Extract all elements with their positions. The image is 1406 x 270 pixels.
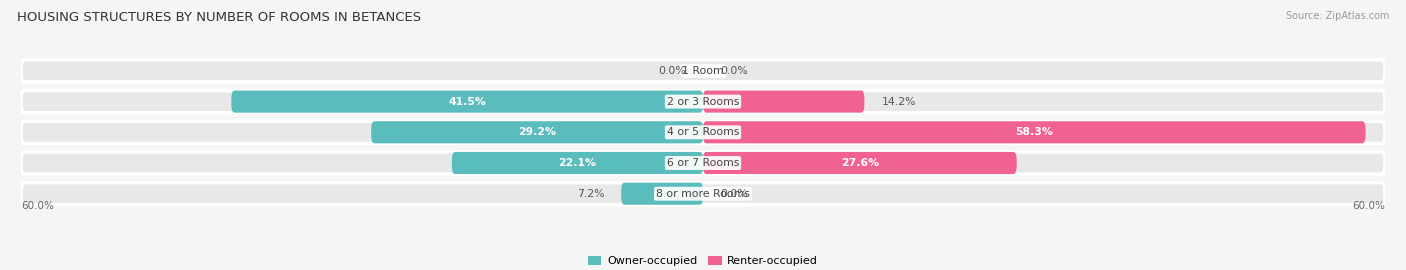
Text: 2 or 3 Rooms: 2 or 3 Rooms xyxy=(666,97,740,107)
FancyBboxPatch shape xyxy=(703,152,1017,174)
FancyBboxPatch shape xyxy=(21,183,1385,205)
Text: 1 Room: 1 Room xyxy=(682,66,724,76)
FancyBboxPatch shape xyxy=(21,121,1385,143)
Text: 27.6%: 27.6% xyxy=(841,158,879,168)
Text: 8 or more Rooms: 8 or more Rooms xyxy=(657,189,749,199)
Legend: Owner-occupied, Renter-occupied: Owner-occupied, Renter-occupied xyxy=(583,251,823,270)
Text: 29.2%: 29.2% xyxy=(517,127,555,137)
FancyBboxPatch shape xyxy=(703,121,1365,143)
FancyBboxPatch shape xyxy=(371,121,703,143)
Text: 14.2%: 14.2% xyxy=(882,97,915,107)
FancyBboxPatch shape xyxy=(21,152,1385,174)
Text: 6 or 7 Rooms: 6 or 7 Rooms xyxy=(666,158,740,168)
Text: 0.0%: 0.0% xyxy=(720,66,748,76)
Text: Source: ZipAtlas.com: Source: ZipAtlas.com xyxy=(1285,11,1389,21)
FancyBboxPatch shape xyxy=(21,90,1385,113)
Text: 41.5%: 41.5% xyxy=(449,97,486,107)
Text: 60.0%: 60.0% xyxy=(1353,201,1385,211)
Text: 7.2%: 7.2% xyxy=(576,189,605,199)
Text: 0.0%: 0.0% xyxy=(658,66,686,76)
Text: 4 or 5 Rooms: 4 or 5 Rooms xyxy=(666,127,740,137)
Text: 0.0%: 0.0% xyxy=(720,189,748,199)
Text: 58.3%: 58.3% xyxy=(1015,127,1053,137)
FancyBboxPatch shape xyxy=(621,183,703,205)
FancyBboxPatch shape xyxy=(703,90,865,113)
Text: 22.1%: 22.1% xyxy=(558,158,596,168)
FancyBboxPatch shape xyxy=(21,60,1385,82)
FancyBboxPatch shape xyxy=(451,152,703,174)
Text: 60.0%: 60.0% xyxy=(21,201,53,211)
Text: HOUSING STRUCTURES BY NUMBER OF ROOMS IN BETANCES: HOUSING STRUCTURES BY NUMBER OF ROOMS IN… xyxy=(17,11,420,24)
FancyBboxPatch shape xyxy=(232,90,703,113)
